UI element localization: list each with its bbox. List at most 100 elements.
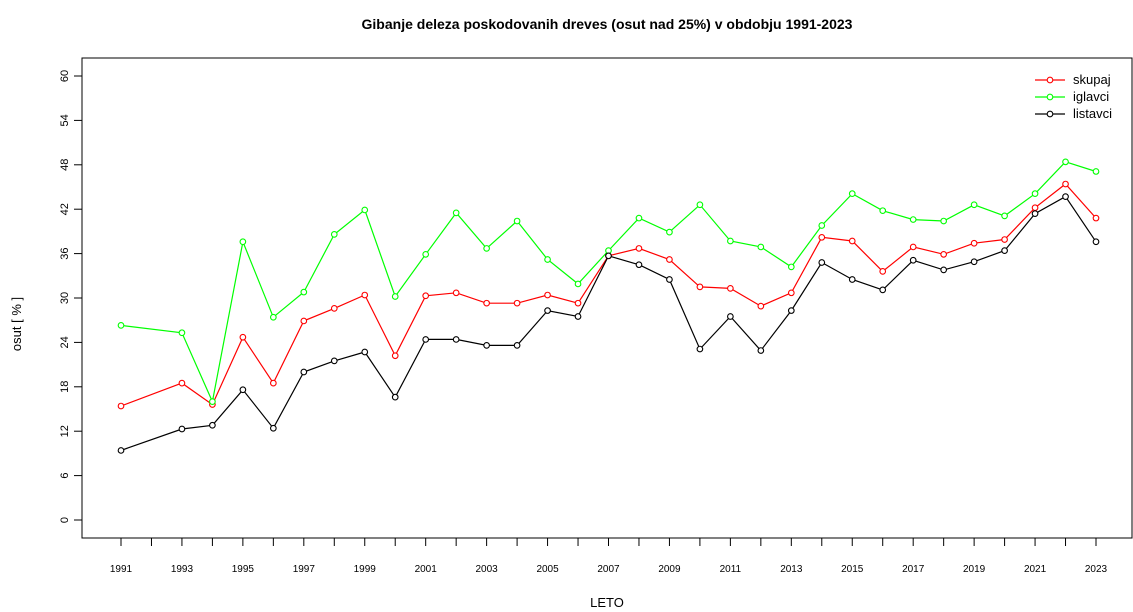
data-point-listavci <box>909 256 917 264</box>
data-point-iglavci <box>666 228 673 236</box>
data-point-skupaj <box>727 285 734 292</box>
data-point-iglavci <box>269 313 277 321</box>
data-point-listavci <box>1001 247 1008 254</box>
data-point-iglavci <box>544 256 551 263</box>
y-tick-label: 0 <box>59 517 71 523</box>
data-point-iglavci <box>818 222 826 229</box>
data-point-iglavci <box>452 209 460 217</box>
data-point-skupaj <box>1092 214 1100 222</box>
data-point-listavci <box>483 342 490 349</box>
series-iglavci <box>117 158 1100 405</box>
data-point-listavci <box>178 425 186 433</box>
data-point-listavci <box>239 386 247 394</box>
data-point-iglavci <box>635 214 643 222</box>
data-point-listavci <box>696 345 704 353</box>
data-point-iglavci <box>787 263 795 271</box>
data-point-iglavci <box>879 207 887 215</box>
data-point-listavci <box>330 357 338 365</box>
x-tick-label: 2023 <box>1085 564 1108 575</box>
series-line-listavci <box>120 195 1097 451</box>
series-skupaj <box>117 180 1100 410</box>
legend-marker <box>1046 93 1054 101</box>
x-tick-label: 1997 <box>293 564 316 575</box>
data-point-listavci <box>361 348 369 356</box>
data-point-skupaj <box>757 302 765 310</box>
data-point-listavci <box>635 261 643 269</box>
x-tick-label: 2005 <box>536 564 559 575</box>
data-point-iglavci <box>757 243 765 251</box>
data-point-iglavci <box>727 237 734 245</box>
x-axis: 1991 1993 1995 1997 1999 2001 2003 2005 2007 2009… <box>110 537 1108 575</box>
data-point-skupaj <box>300 317 308 325</box>
data-point-iglavci <box>117 322 125 329</box>
data-point-listavci <box>209 421 216 429</box>
y-tick-label: 36 <box>59 247 71 259</box>
legend-label: listavci <box>1073 106 1112 121</box>
data-point-iglavci <box>209 398 216 405</box>
data-point-iglavci <box>970 201 978 209</box>
data-point-skupaj <box>940 250 948 258</box>
legend-marker <box>1046 110 1054 118</box>
legend-marker <box>1046 76 1054 84</box>
plot-area <box>81 57 1133 539</box>
data-point-skupaj <box>848 237 856 245</box>
y-tick-label: 60 <box>59 70 71 82</box>
data-point-iglavci <box>574 280 582 288</box>
x-tick-label: 2013 <box>780 564 803 575</box>
data-point-skupaj <box>391 352 399 360</box>
x-tick-label: 2003 <box>476 564 499 575</box>
data-point-skupaj <box>239 333 247 341</box>
data-point-skupaj <box>574 299 582 307</box>
data-point-skupaj <box>666 256 673 263</box>
legend: skupaj iglavci listavci <box>1035 72 1112 121</box>
data-point-skupaj <box>635 245 643 252</box>
data-point-skupaj <box>1001 236 1008 243</box>
y-tick-label: 12 <box>59 425 71 437</box>
data-point-skupaj <box>269 379 277 387</box>
data-point-skupaj <box>909 243 917 251</box>
data-point-iglavci <box>330 231 338 238</box>
data-point-listavci <box>1062 193 1069 200</box>
data-point-listavci <box>879 286 887 294</box>
series-line-iglavci <box>120 161 1097 404</box>
data-point-listavci <box>848 276 856 283</box>
data-point-iglavci <box>361 206 369 214</box>
x-axis-label: LETO <box>590 595 624 610</box>
x-tick-label: 2007 <box>597 564 620 575</box>
x-tick-label: 2021 <box>1024 564 1047 575</box>
y-tick-label: 6 <box>59 473 71 479</box>
data-point-listavci <box>300 368 308 376</box>
data-point-skupaj <box>483 299 490 307</box>
data-point-listavci <box>787 307 795 314</box>
data-point-listavci <box>1092 238 1100 246</box>
data-point-skupaj <box>696 283 704 291</box>
data-point-skupaj <box>1062 180 1069 188</box>
data-point-iglavci <box>848 190 856 198</box>
legend-item-iglavci: iglavci <box>1035 89 1109 104</box>
legend-item-listavci: listavci <box>1035 106 1112 121</box>
y-tick-label: 18 <box>59 381 71 393</box>
legend-label: skupaj <box>1073 72 1111 87</box>
y-axis: 0 6 12 18 24 30 36 42 48 54 60 <box>59 70 83 523</box>
series-line-skupaj <box>120 183 1097 407</box>
y-tick-label: 54 <box>59 114 71 126</box>
data-point-skupaj <box>117 402 125 410</box>
x-tick-label: 2019 <box>963 564 986 575</box>
data-point-listavci <box>544 307 551 314</box>
data-point-iglavci <box>513 217 521 225</box>
y-tick-label: 30 <box>59 292 71 304</box>
series-listavci <box>117 193 1100 454</box>
data-point-iglavci <box>483 245 490 252</box>
data-point-iglavci <box>391 293 399 300</box>
data-point-iglavci <box>909 216 917 223</box>
plot-frame <box>81 57 1133 539</box>
y-axis-label: osut [ % ] <box>9 297 24 351</box>
series-group <box>117 158 1100 454</box>
data-point-listavci <box>605 252 612 260</box>
data-point-iglavci <box>1001 212 1008 220</box>
legend-item-skupaj: skupaj <box>1035 72 1111 87</box>
data-point-listavci <box>940 266 948 274</box>
data-point-skupaj <box>513 299 521 307</box>
data-point-listavci <box>452 336 460 343</box>
